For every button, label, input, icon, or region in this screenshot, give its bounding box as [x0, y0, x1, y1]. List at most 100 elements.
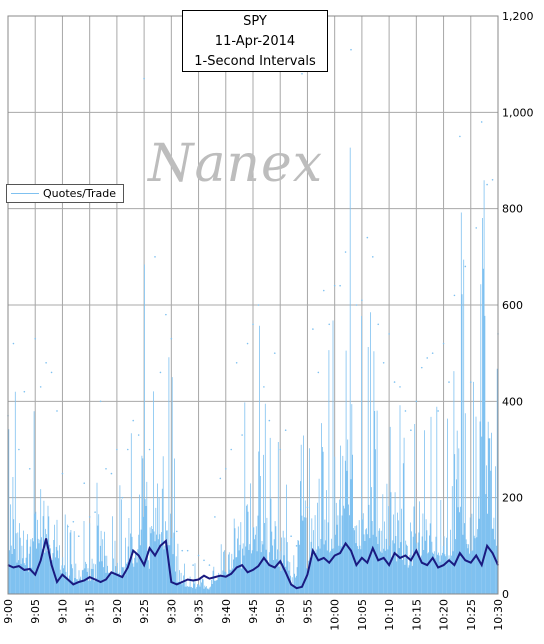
quotes-trade-point [284, 429, 287, 432]
quotes-trade-point [333, 284, 336, 287]
quotes-trade-point [399, 386, 401, 388]
quotes-trade-point [486, 183, 488, 186]
average-line-point [252, 569, 254, 571]
quotes-trade-point [491, 178, 494, 181]
average-line-point [208, 577, 211, 580]
quotes-trade-point [469, 381, 472, 383]
quotes-trade-point [94, 511, 96, 513]
average-line-point [339, 552, 341, 554]
quotes-trade-point [322, 289, 325, 292]
average-line-point [306, 574, 309, 576]
average-line-point [236, 566, 238, 569]
average-line-point [94, 578, 96, 581]
quotes-trade-point [241, 434, 243, 436]
quotes-trade-point [464, 265, 467, 268]
quotes-trade-point [355, 304, 358, 306]
average-line-point [350, 550, 352, 552]
average-line-point [89, 576, 91, 578]
average-line-point [290, 583, 292, 585]
x-tick-label: 10:05 [356, 599, 369, 631]
quotes-trade-series [7, 48, 499, 594]
quotes-trade-point [431, 352, 434, 354]
quotes-trade-point [273, 352, 276, 354]
x-tick-label: 10:15 [410, 599, 423, 631]
average-line-point [355, 564, 358, 566]
quotes-trade-point [448, 381, 450, 383]
quotes-trade-point [377, 323, 380, 326]
average-line-point [388, 564, 390, 566]
quotes-trade-point [312, 328, 314, 330]
quotes-trade-point [268, 419, 271, 422]
quotes-trade-point [165, 313, 167, 316]
average-line-point [165, 540, 167, 542]
average-line-point [426, 564, 428, 566]
quotes-trade-point [279, 448, 282, 451]
average-line-point [464, 559, 466, 561]
chart-legend: Quotes/Trade [6, 184, 124, 203]
average-line-point [12, 566, 15, 569]
quotes-trade-point [121, 496, 124, 499]
average-line-point [181, 581, 183, 583]
quotes-trade-point [480, 121, 483, 123]
quotes-trade-point [306, 506, 309, 509]
x-tick-label: 9:45 [247, 599, 260, 624]
quotes-trade-point [77, 535, 80, 537]
average-line-point [344, 542, 347, 545]
quotes-trade-point [110, 472, 113, 475]
nanex-watermark: Nanex [148, 134, 324, 194]
average-line-point [421, 562, 423, 564]
quotes-trade-point [34, 337, 37, 340]
average-line-point [110, 571, 113, 573]
average-line-point [448, 559, 450, 561]
quotes-trade-point [170, 337, 173, 340]
average-line-point [18, 565, 20, 567]
quotes-trade-point [99, 400, 102, 403]
average-line-point [23, 569, 25, 571]
x-tick-label: 9:35 [193, 599, 206, 624]
quotes-trade-point [301, 73, 303, 75]
average-line-point [67, 578, 69, 581]
average-line-point [279, 560, 281, 562]
quotes-trade-point [328, 323, 331, 326]
x-tick-label: 9:50 [274, 599, 287, 624]
average-line-point [475, 554, 477, 557]
quotes-trade-point [475, 227, 478, 229]
average-line-point [40, 559, 42, 561]
quotes-trade-point [148, 448, 151, 451]
average-line-point [105, 578, 107, 581]
chart-title-box: SPY 11-Apr-2014 1-Second Intervals [182, 10, 328, 72]
chart-title-line-1: SPY [243, 14, 267, 29]
average-line-point [486, 545, 488, 547]
chart-title-line-2: 11-Apr-2014 [214, 34, 296, 49]
quotes-trade-point [23, 390, 26, 393]
quotes-trade-point [382, 362, 385, 364]
quotes-trade-point [246, 342, 249, 345]
quotes-trade-point [12, 342, 15, 345]
average-line-point [219, 575, 221, 577]
average-line-point [399, 557, 401, 559]
legend-label-quotes-trade: Quotes/Trade [43, 187, 116, 200]
y-tick-label: 1,200 [502, 10, 534, 23]
average-line-point [154, 554, 156, 557]
quotes-trade-point [295, 545, 298, 547]
average-line-point [78, 581, 80, 583]
x-tick-label: 10:20 [438, 599, 451, 631]
average-line-point [377, 559, 379, 561]
average-line-point [442, 564, 445, 566]
x-tick-label: 9:00 [2, 599, 15, 624]
quotes-trade-point [143, 77, 145, 80]
average-line-point [393, 552, 396, 554]
average-line-point [116, 574, 118, 576]
quotes-trade-point [45, 362, 47, 364]
quotes-trade-point [18, 448, 20, 451]
x-tick-label: 9:25 [138, 599, 151, 624]
quotes-trade-point [154, 256, 156, 258]
quotes-trade-point [203, 559, 205, 562]
quotes-trade-point [263, 386, 265, 388]
quotes-trade-point [371, 256, 374, 258]
y-tick-label: 200 [502, 492, 523, 505]
quotes-trade-point [175, 530, 178, 533]
average-line-point [170, 581, 172, 583]
quotes-trade-point [56, 410, 58, 412]
